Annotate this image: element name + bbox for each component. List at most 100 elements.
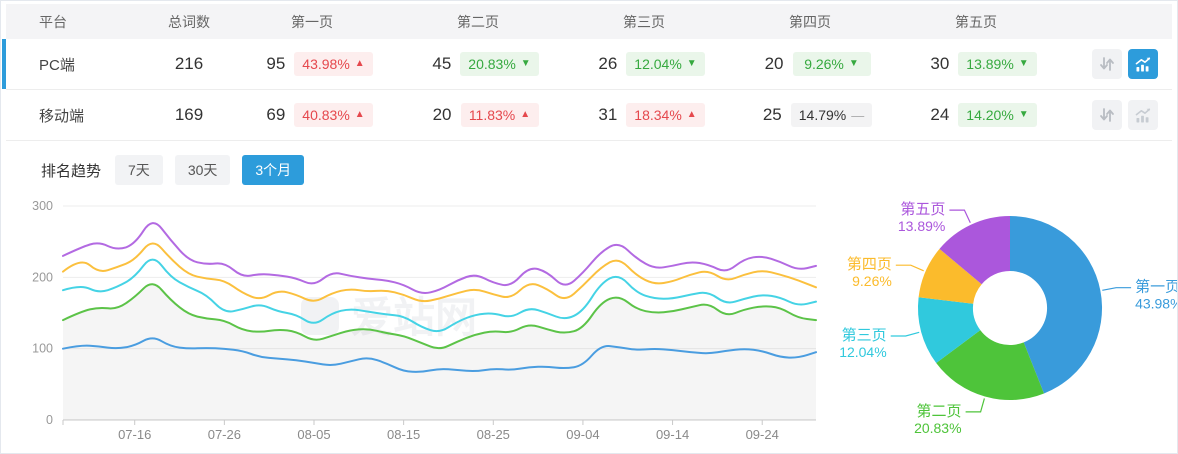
svg-text:12.04%: 12.04%: [839, 344, 886, 360]
page4-cell: 20 9.26% ▼: [727, 52, 893, 76]
svg-text:第五页: 第五页: [900, 200, 945, 218]
page1-cell: 69 40.83% ▲: [229, 103, 395, 127]
donut-slice-第三页: [917, 297, 980, 363]
change-arrow-icon: ▲: [354, 109, 365, 120]
col-header-platform: 平台: [39, 13, 67, 30]
svg-text:09-24: 09-24: [746, 427, 779, 442]
page2-change-badge: 20.83% ▼: [460, 52, 539, 76]
page2-change-badge: 11.83% ▲: [460, 103, 539, 127]
page3-change-badge: 18.34% ▲: [626, 103, 705, 127]
show-trend-chart-button[interactable]: [1128, 49, 1158, 79]
svg-text:200: 200: [32, 270, 53, 284]
page1-count: 69: [266, 105, 286, 124]
trend-title: 排名趋势: [41, 162, 102, 180]
trend-line-chart[interactable]: 0 100 200 300 07-16 07-26 08-05 08-15 08-25 09-04…: [1, 193, 825, 451]
page5-count: 24: [930, 105, 950, 124]
page4-cell: 25 14.79% —: [727, 103, 893, 127]
page2-cell: 45 20.83% ▼: [395, 52, 561, 76]
col-header-page3: 第三页: [623, 13, 665, 30]
trend-chart-icon: [1135, 57, 1151, 72]
svg-text:第三页: 第三页: [841, 326, 886, 344]
tab-7-days[interactable]: 7天: [115, 155, 163, 185]
page4-count: 20: [764, 54, 784, 73]
charts-area: 0 100 200 300 07-16 07-26 08-05 08-15 08-25 09-04…: [1, 193, 1177, 454]
donut-slice-第二页: [935, 330, 1044, 401]
page2-count: 20: [432, 105, 452, 124]
page1-change-badge: 43.98% ▲: [294, 52, 373, 76]
page2-cell: 20 11.83% ▲: [395, 103, 561, 127]
change-arrow-icon: ▼: [686, 58, 697, 69]
trend-section-header: 排名趋势 7天 30天 3个月: [41, 155, 1177, 185]
platform-label: 移动端: [39, 107, 85, 125]
updown-icon: [1100, 108, 1114, 122]
svg-text:09-04: 09-04: [566, 427, 599, 442]
page3-count: 31: [598, 105, 618, 124]
total-words-value: 169: [174, 105, 204, 124]
svg-text:300: 300: [32, 199, 53, 213]
change-arrow-icon: ▲: [686, 109, 697, 120]
svg-text:07-16: 07-16: [118, 427, 151, 442]
col-header-page1: 第一页: [291, 13, 333, 30]
svg-text:09-14: 09-14: [656, 427, 689, 442]
page1-count: 95: [266, 54, 286, 73]
donut-slice-第五页: [939, 216, 1010, 285]
svg-text:第一页: 第一页: [1135, 278, 1177, 296]
sort-updown-button[interactable]: [1092, 49, 1122, 79]
page3-change-badge: 12.04% ▼: [626, 52, 705, 76]
page1-cell: 95 43.98% ▲: [229, 52, 395, 76]
page4-change-badge: 9.26% ▼: [792, 52, 871, 76]
svg-text:0: 0: [46, 413, 53, 427]
svg-text:爱站网: 爱站网: [351, 294, 477, 341]
table-header: 平台 总词数 第一页 第二页 第三页 第四页 第五页: [6, 4, 1172, 39]
row-actions: [1059, 49, 1172, 79]
page5-change-badge: 13.89% ▼: [958, 52, 1037, 76]
svg-text:100: 100: [32, 342, 53, 356]
total-words-value: 216: [174, 54, 204, 73]
svg-text:第四页: 第四页: [846, 255, 891, 273]
change-arrow-icon: ▲: [520, 109, 531, 120]
change-arrow-icon: ▼: [1018, 109, 1029, 120]
tab-30-days[interactable]: 30天: [174, 155, 231, 185]
page4-count: 25: [762, 105, 782, 124]
page5-change-badge: 14.20% ▼: [958, 103, 1037, 127]
sort-updown-button[interactable]: [1092, 100, 1122, 130]
page5-cell: 30 13.89% ▼: [893, 52, 1059, 76]
svg-text:9.26%: 9.26%: [852, 273, 892, 289]
col-header-page2: 第二页: [457, 13, 499, 30]
page3-count: 26: [598, 54, 618, 73]
svg-text:08-15: 08-15: [387, 427, 420, 442]
svg-text:08-05: 08-05: [297, 427, 330, 442]
svg-text:13.89%: 13.89%: [897, 218, 944, 234]
platform-label: PC端: [39, 56, 75, 74]
svg-text:20.83%: 20.83%: [914, 420, 961, 436]
svg-text:第二页: 第二页: [916, 402, 961, 420]
table-row-pc[interactable]: PC端 216 95 43.98% ▲ 45 20.83% ▼ 26 12.04% ▼…: [2, 39, 1172, 90]
svg-text:08-25: 08-25: [477, 427, 510, 442]
svg-text:07-26: 07-26: [208, 427, 241, 442]
page2-count: 45: [432, 54, 452, 73]
watermark: 爱站网: [301, 294, 477, 341]
change-arrow-icon: —: [851, 107, 865, 123]
donut-slice-第四页: [918, 248, 982, 304]
donut-slice-第一页: [1009, 216, 1102, 394]
trend-chart-icon: [1135, 108, 1151, 123]
page3-cell: 31 18.34% ▲: [561, 103, 727, 127]
page5-cell: 24 14.20% ▼: [893, 103, 1059, 127]
change-arrow-icon: ▼: [848, 58, 859, 69]
show-trend-chart-button[interactable]: [1128, 100, 1158, 130]
table-row-mobile[interactable]: 移动端 169 69 40.83% ▲ 20 11.83% ▲ 31 18.34% ▲…: [6, 90, 1172, 141]
change-arrow-icon: ▲: [354, 58, 365, 69]
col-header-page5: 第五页: [955, 13, 997, 30]
tab-3-months[interactable]: 3个月: [242, 155, 305, 185]
page1-change-badge: 40.83% ▲: [294, 103, 373, 127]
page4-change-badge: 14.79% —: [790, 103, 873, 127]
row-actions: [1059, 100, 1172, 130]
col-header-page4: 第四页: [789, 13, 831, 30]
col-header-total-words: 总词数: [168, 13, 210, 30]
change-arrow-icon: ▼: [1018, 58, 1029, 69]
page5-count: 30: [930, 54, 950, 73]
change-arrow-icon: ▼: [520, 58, 531, 69]
svg-text:43.98%: 43.98%: [1135, 296, 1177, 312]
